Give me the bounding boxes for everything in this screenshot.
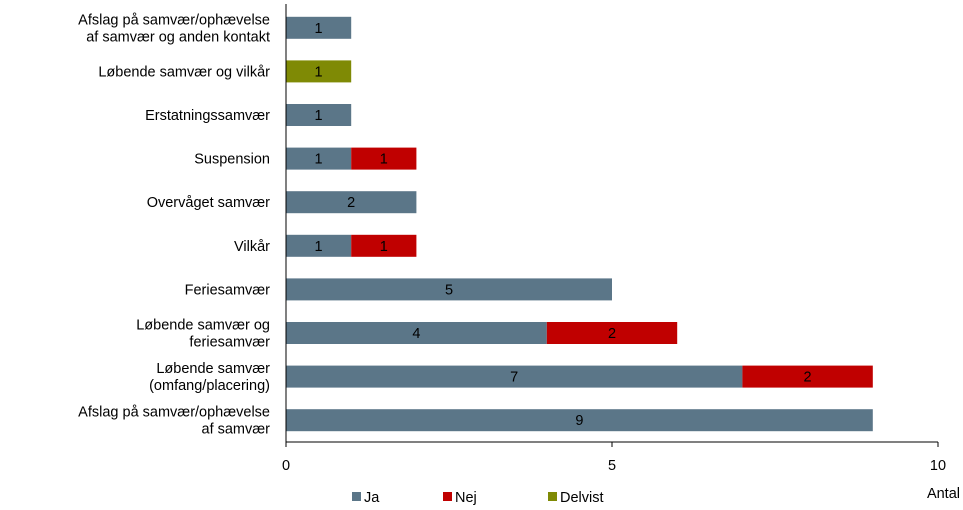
data-label-ja-8: 7 [510,370,518,386]
bar-nej-3 [351,147,417,170]
data-label-ja-3: 1 [315,152,323,168]
data-label-nej-8: 2 [804,370,812,386]
category-label-8: Løbende samvær (omfang/placering) [149,361,270,394]
legend-label-nej: Nej [455,490,477,506]
category-label-line: af samvær [202,422,271,438]
bar-ja-8 [286,365,743,388]
category-label-line: Afslag på samvær/ophævelse [78,12,270,28]
data-label-ja-2: 1 [315,108,323,124]
x-axis: 0 5 10 Antal [282,4,960,502]
legend-swatch-delvist [548,492,557,501]
bar-ja-9 [286,409,873,432]
category-label-line: Suspension [194,152,270,168]
category-label-line: Overvåget samvær [147,195,270,211]
category-label-line: Løbende samvær og [136,318,270,334]
category-label-line: feriesamvær [189,335,270,351]
bar-ja-6 [286,278,612,301]
data-label-ja-9: 9 [575,413,583,429]
category-label-9: Afslag på samvær/ophævelse af samvær [78,405,270,438]
category-label-2: Erstatningssamvær [145,108,270,124]
data-label-ja-7: 4 [412,326,420,342]
category-label-line: Afslag på samvær/ophævelse [78,405,270,421]
category-labels: Afslag på samvær/ophævelse af samvær og a… [78,12,270,437]
data-label-nej-7: 2 [608,326,616,342]
data-label-ja-0: 1 [315,21,323,37]
bar-nej-8 [742,365,873,388]
legend-label-ja: Ja [364,490,380,506]
category-label-1: Løbende samvær og vilkår [98,64,270,80]
category-label-line: Erstatningssamvær [145,108,270,124]
category-label-line: Løbende samvær og vilkår [98,64,270,80]
legend: Ja Nej Delvist [352,490,604,506]
bar-ja-2 [286,104,352,126]
data-label-nej-5: 1 [380,239,388,255]
x-tick-label-10: 10 [930,458,946,474]
category-label-line: Løbende samvær [156,361,270,377]
bar-ja-0 [286,16,352,39]
x-axis-title: Antal [927,486,960,502]
category-label-5: Vilkår [234,239,270,255]
legend-swatch-nej [443,492,452,501]
category-label-7: Løbende samvær og feriesamvær [136,318,270,351]
category-label-line: Feriesamvær [185,282,271,298]
category-label-line: Vilkår [234,239,270,255]
x-tick-label-5: 5 [608,458,616,474]
bar-ja-4 [286,191,417,214]
data-label-delvist-1: 1 [315,64,323,80]
category-label-0: Afslag på samvær/ophævelse af samvær og a… [78,12,270,45]
legend-swatch-ja [352,492,361,501]
bar-delvist-1 [286,60,352,83]
data-label-ja-6: 5 [445,282,453,298]
bar-nej-5 [351,234,417,257]
bar-ja-5 [286,234,352,257]
category-label-4: Overvåget samvær [147,195,270,211]
category-label-line: af samvær og anden kontakt [86,29,270,45]
data-label-nej-3: 1 [380,152,388,168]
category-label-6: Feriesamvær [185,282,271,298]
category-label-line: (omfang/placering) [149,378,270,394]
category-label-3: Suspension [194,152,270,168]
data-label-ja-4: 2 [347,195,355,211]
bar-ja-3 [286,147,352,170]
bar-ja-7 [286,322,547,344]
legend-label-delvist: Delvist [560,490,604,506]
x-tick-label-0: 0 [282,458,290,474]
data-label-ja-5: 1 [315,239,323,255]
bar-nej-7 [546,322,678,344]
bars-layer: 1 1 1 1 1 2 1 1 5 4 2 7 2 9 [286,16,873,432]
